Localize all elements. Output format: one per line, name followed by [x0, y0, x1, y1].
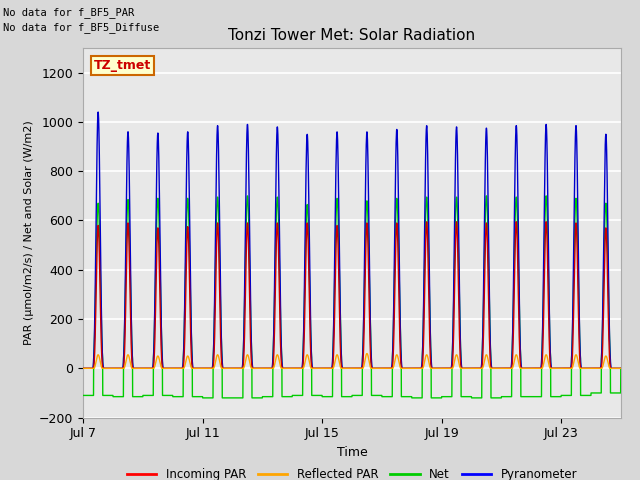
Text: No data for f_BF5_PAR: No data for f_BF5_PAR	[3, 7, 134, 18]
X-axis label: Time: Time	[337, 446, 367, 459]
Legend: Incoming PAR, Reflected PAR, Net, Pyranometer: Incoming PAR, Reflected PAR, Net, Pyrano…	[122, 463, 582, 480]
Text: TZ_tmet: TZ_tmet	[94, 59, 151, 72]
Y-axis label: PAR (μmol/m2/s) / Net and Solar (W/m2): PAR (μmol/m2/s) / Net and Solar (W/m2)	[24, 120, 33, 345]
Text: No data for f_BF5_Diffuse: No data for f_BF5_Diffuse	[3, 22, 159, 33]
Title: Tonzi Tower Met: Solar Radiation: Tonzi Tower Met: Solar Radiation	[228, 28, 476, 43]
